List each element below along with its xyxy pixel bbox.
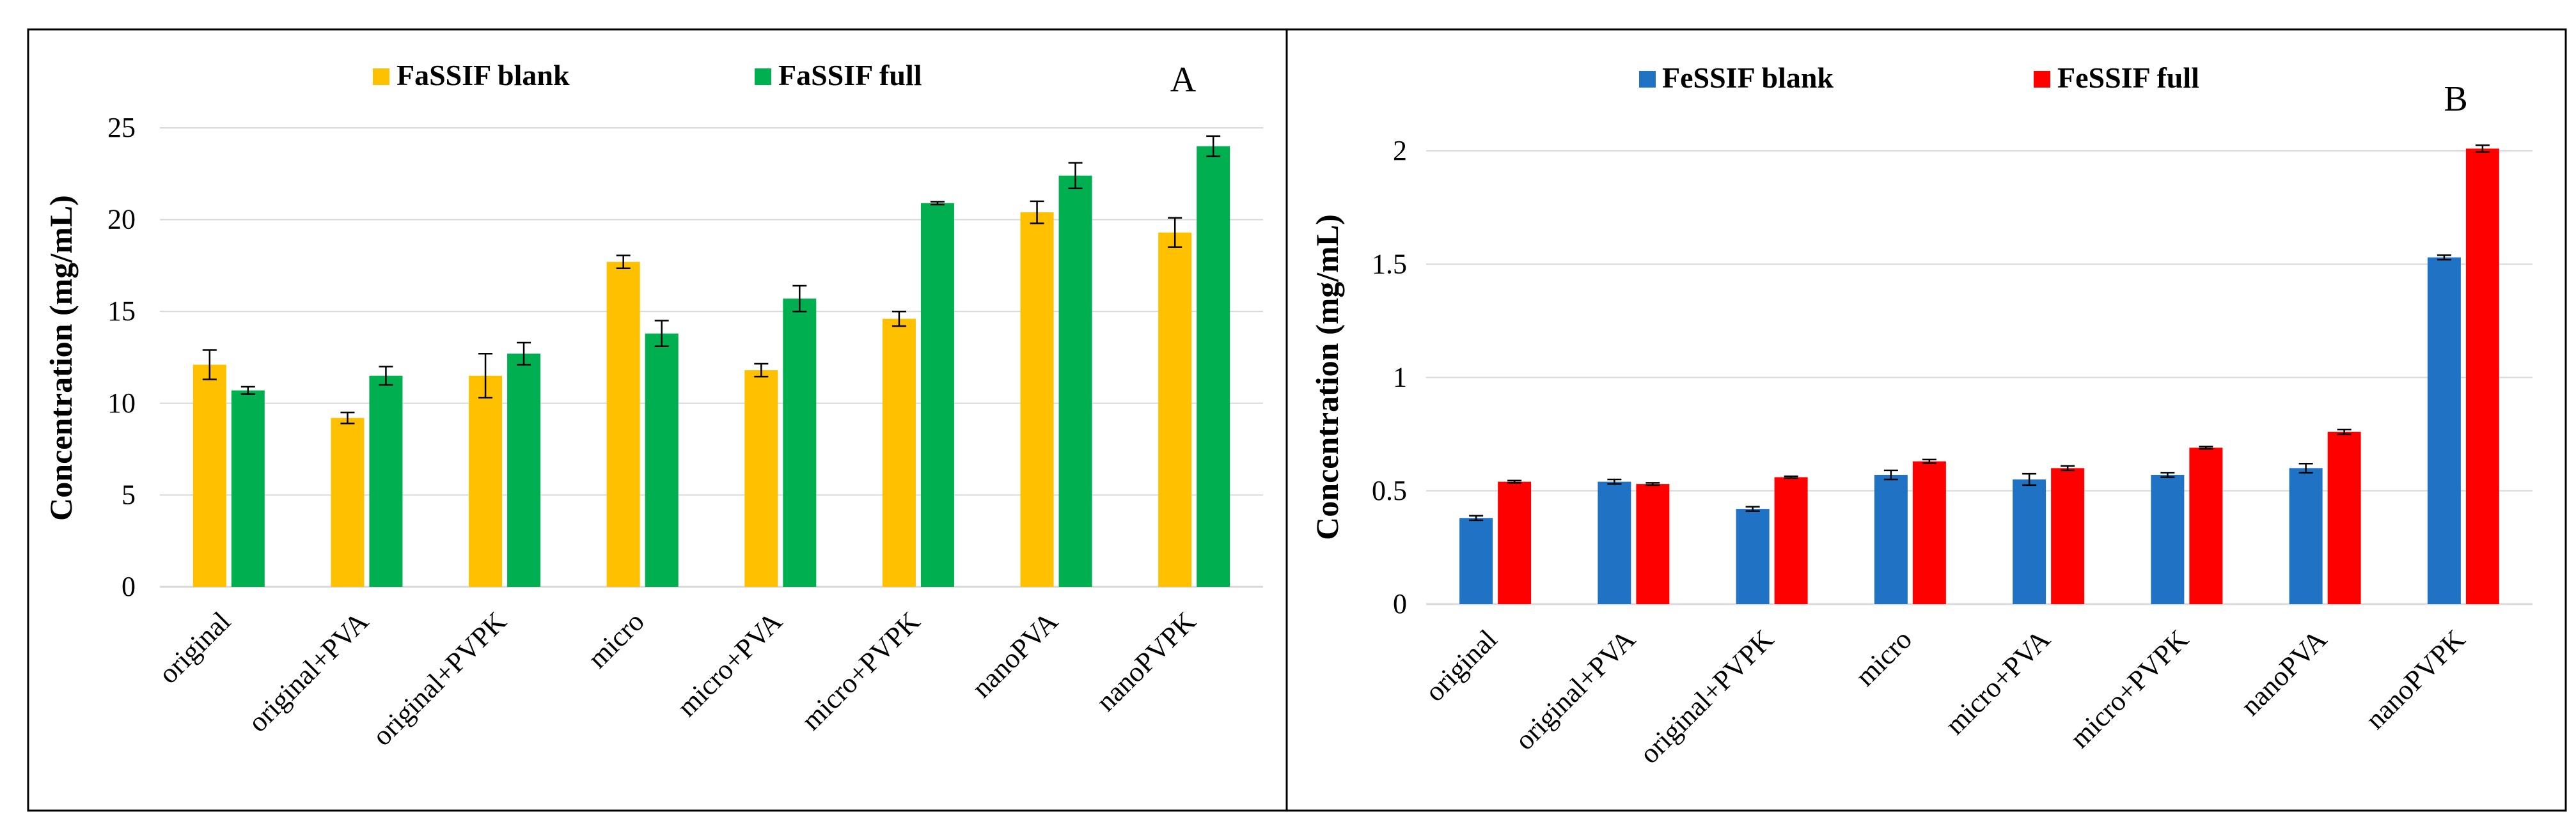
- figure-frame: [27, 28, 2567, 812]
- panel-label: A: [1170, 60, 1197, 100]
- y-tick-label: 15: [107, 295, 136, 327]
- bar: [231, 390, 265, 587]
- bar: [606, 261, 640, 587]
- legend-swatch: [373, 68, 389, 85]
- bar: [2151, 474, 2185, 604]
- bar: [1774, 477, 1808, 604]
- bar: [920, 203, 954, 587]
- panel-label: B: [2444, 79, 2467, 119]
- y-axis-title: Concentration (mg/mL): [43, 195, 79, 521]
- legend-swatch: [2034, 71, 2050, 88]
- bar: [1636, 484, 1670, 604]
- y-tick-label: 0.5: [1372, 475, 1407, 506]
- bar: [1874, 474, 1908, 604]
- bar: [331, 417, 365, 587]
- bar: [1197, 146, 1230, 587]
- y-tick-label: 0: [122, 571, 136, 602]
- y-axis-title: Concentration (mg/mL): [1309, 214, 1345, 540]
- bar: [507, 354, 541, 587]
- bar: [2427, 257, 2461, 604]
- bar: [783, 299, 817, 587]
- legend-swatch: [1639, 71, 1656, 88]
- bar: [1912, 461, 1946, 604]
- bar: [1459, 518, 1493, 604]
- bar: [1598, 481, 1631, 604]
- bar: [1058, 175, 1092, 587]
- bar: [1020, 212, 1054, 587]
- bar: [2013, 479, 2046, 604]
- y-tick-label: 0: [1393, 588, 1407, 619]
- bar: [744, 370, 778, 587]
- bar: [2289, 468, 2323, 604]
- legend-label: FaSSIF full: [778, 59, 922, 91]
- bar: [2189, 447, 2223, 604]
- bar: [469, 375, 503, 587]
- bar: [2327, 432, 2361, 604]
- y-tick-label: 1.5: [1372, 248, 1407, 279]
- legend-label: FaSSIF blank: [397, 59, 570, 91]
- bar: [882, 318, 916, 587]
- bar: [1498, 481, 1532, 604]
- bar: [2051, 468, 2085, 604]
- bar: [645, 333, 679, 587]
- y-tick-label: 1: [1393, 362, 1407, 393]
- y-tick-label: 5: [122, 479, 136, 510]
- y-tick-label: 10: [107, 387, 136, 419]
- bar: [192, 364, 226, 587]
- legend-label: FeSSIF full: [2057, 61, 2199, 94]
- legend-swatch: [755, 68, 771, 85]
- y-tick-label: 2: [1393, 135, 1407, 166]
- y-tick-label: 25: [107, 112, 136, 143]
- legend-label: FeSSIF blank: [1662, 61, 1834, 94]
- bar: [1158, 232, 1192, 587]
- bar: [2465, 148, 2499, 604]
- y-tick-label: 20: [107, 204, 136, 235]
- bar: [369, 375, 403, 587]
- bar: [1736, 509, 1770, 604]
